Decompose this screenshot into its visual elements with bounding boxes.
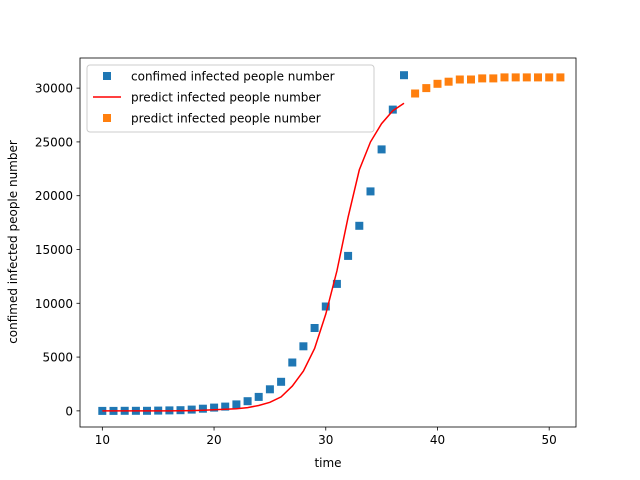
legend: confimed infected people number predict i… bbox=[86, 64, 375, 133]
data-point bbox=[344, 251, 353, 260]
data-point bbox=[545, 73, 554, 82]
data-point bbox=[254, 392, 263, 401]
legend-label: predict infected people number bbox=[131, 91, 321, 105]
data-point bbox=[332, 279, 341, 288]
data-point bbox=[556, 73, 565, 82]
data-point bbox=[377, 145, 386, 154]
data-point bbox=[534, 73, 542, 82]
x-tick-label: 50 bbox=[542, 433, 557, 447]
x-axis: 10 20 30 40 50 bbox=[95, 427, 557, 447]
data-point bbox=[288, 358, 297, 367]
data-point bbox=[489, 74, 498, 83]
y-tick-label: 25000 bbox=[35, 135, 73, 149]
plot-frame bbox=[79, 57, 577, 428]
data-point bbox=[388, 105, 397, 114]
y-tick-label: 10000 bbox=[35, 297, 73, 311]
data-point bbox=[355, 221, 364, 230]
data-layer bbox=[98, 71, 565, 415]
data-point bbox=[321, 302, 330, 311]
data-point bbox=[444, 77, 453, 86]
data-point bbox=[221, 402, 230, 411]
x-tick-label: 40 bbox=[430, 433, 445, 447]
y-tick-label: 30000 bbox=[35, 82, 73, 96]
data-point bbox=[400, 71, 408, 80]
data-point bbox=[187, 405, 196, 414]
y-tick-label: 20000 bbox=[35, 189, 73, 203]
data-point bbox=[198, 404, 207, 413]
series-line bbox=[102, 102, 405, 412]
x-tick-label: 30 bbox=[318, 433, 333, 447]
legend-box bbox=[86, 64, 375, 133]
data-point bbox=[366, 187, 375, 196]
data-point bbox=[467, 75, 475, 84]
y-axis: 0 5000 10000 15000 20000 25000 30000 bbox=[35, 82, 80, 418]
data-point bbox=[277, 377, 286, 386]
legend-entry: predict infected people number bbox=[93, 91, 321, 105]
data-point bbox=[522, 73, 531, 82]
y-tick-label: 0 bbox=[65, 404, 73, 418]
y-axis-label: confimed infected people number bbox=[6, 140, 20, 344]
data-point bbox=[433, 79, 442, 88]
data-point bbox=[299, 342, 308, 351]
series-2 bbox=[411, 73, 565, 98]
y-tick-label: 5000 bbox=[42, 351, 73, 365]
data-point bbox=[265, 385, 274, 394]
series-1 bbox=[102, 102, 405, 412]
data-point bbox=[411, 89, 420, 98]
data-point bbox=[511, 73, 520, 82]
x-tick-label: 20 bbox=[206, 433, 221, 447]
data-point bbox=[455, 75, 464, 84]
y-tick-label: 15000 bbox=[35, 243, 73, 257]
legend-entry: confimed infected people number bbox=[103, 70, 335, 84]
data-point bbox=[422, 84, 431, 93]
data-point bbox=[232, 400, 241, 409]
x-tick-label: 10 bbox=[95, 433, 110, 447]
x-axis-label: time bbox=[314, 456, 341, 470]
data-point bbox=[500, 73, 509, 82]
data-point bbox=[478, 74, 487, 83]
legend-swatch bbox=[103, 72, 111, 80]
data-point bbox=[210, 403, 219, 412]
data-point bbox=[243, 397, 252, 406]
data-point bbox=[310, 324, 319, 332]
legend-swatch bbox=[103, 114, 111, 122]
legend-label: confimed infected people number bbox=[131, 70, 335, 84]
legend-entry: predict infected people number bbox=[103, 112, 321, 126]
legend-label: predict infected people number bbox=[131, 112, 321, 126]
